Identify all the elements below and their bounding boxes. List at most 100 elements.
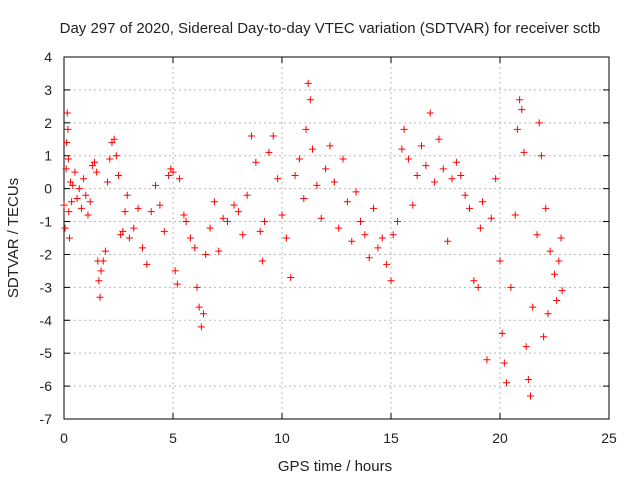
y-tick-label: 1 <box>44 148 52 164</box>
data-point-marker <box>91 158 99 166</box>
y-tick-label: -2 <box>40 246 53 262</box>
data-point-marker <box>224 218 231 226</box>
data-point-marker <box>326 142 334 150</box>
data-point-marker <box>93 168 101 176</box>
data-point-marker <box>261 218 269 226</box>
data-point-marker <box>65 208 73 216</box>
data-point-marker <box>234 208 242 216</box>
data-point-marker <box>498 329 506 337</box>
data-point-marker <box>269 132 277 140</box>
data-point-marker <box>400 125 408 133</box>
data-point-marker <box>95 277 103 285</box>
data-point-marker <box>80 175 88 183</box>
data-point-marker <box>448 175 456 183</box>
data-point-marker <box>230 201 238 209</box>
data-point-marker <box>282 234 290 242</box>
data-point-marker <box>409 201 417 209</box>
data-point-marker <box>435 135 443 143</box>
data-point-marker <box>557 234 565 242</box>
data-point-marker <box>252 158 260 166</box>
data-point-marker <box>63 109 71 117</box>
data-point-marker <box>304 79 312 87</box>
x-tick-label: 15 <box>383 430 399 446</box>
data-point-marker <box>422 162 430 170</box>
data-point-marker <box>258 257 266 265</box>
data-point-marker <box>115 171 122 179</box>
data-point-marker <box>476 224 484 232</box>
data-point-marker <box>452 158 460 166</box>
y-axis-label: SDTVAR / TECUs <box>5 178 22 298</box>
data-point-marker <box>182 218 190 226</box>
data-point-marker <box>295 155 303 163</box>
data-point-marker <box>121 208 129 216</box>
data-point-marker <box>524 376 532 384</box>
data-point-marker <box>77 204 85 212</box>
data-point-marker <box>542 204 550 212</box>
data-point-marker <box>516 96 524 104</box>
data-point-marker <box>84 211 92 219</box>
data-point-marker <box>169 168 177 176</box>
x-tick-label: 20 <box>492 430 508 446</box>
data-point-marker <box>426 109 434 117</box>
data-point-marker <box>62 165 70 173</box>
data-point-marker <box>361 231 369 239</box>
y-tick-label: -6 <box>40 378 53 394</box>
data-point-marker <box>99 257 107 265</box>
data-point-marker <box>239 231 247 239</box>
data-point-marker <box>546 247 554 255</box>
data-point-marker <box>287 273 295 281</box>
data-point-marker <box>461 191 469 199</box>
data-point-marker <box>404 155 412 163</box>
data-point-marker <box>106 155 114 163</box>
y-tick-label: 0 <box>44 181 52 197</box>
data-point-marker <box>64 125 72 133</box>
y-tick-label: 4 <box>44 49 52 65</box>
x-axis-label: GPS time / hours <box>278 458 392 475</box>
data-point-marker <box>348 237 356 245</box>
data-point-marker <box>68 198 76 206</box>
y-tick-label: -5 <box>40 345 53 361</box>
data-point-marker <box>60 201 68 209</box>
data-point-marker <box>195 303 203 311</box>
data-point-marker <box>483 356 491 364</box>
data-point-marker <box>470 277 478 285</box>
data-point-marker <box>65 234 73 242</box>
data-point-marker <box>431 178 439 186</box>
y-tick-label: 2 <box>44 115 52 131</box>
data-point-marker <box>529 303 537 311</box>
data-point-marker <box>193 283 201 291</box>
data-point-marker <box>518 106 526 114</box>
x-tick-labels: 0 5 10 15 20 25 <box>60 430 617 446</box>
data-point-marker <box>215 247 223 255</box>
data-point-marker <box>394 218 402 226</box>
data-point-marker <box>71 168 79 176</box>
data-point-marker <box>378 234 386 242</box>
data-point-marker <box>439 165 447 173</box>
data-point-marker <box>533 231 541 239</box>
data-point-marker <box>173 280 181 288</box>
data-point-marker <box>343 198 351 206</box>
data-point-marker <box>278 211 286 219</box>
y-tick-labels: 4 3 2 1 0 -1 -2 -3 -4 -5 -6 -7 <box>40 49 53 427</box>
data-point-marker <box>147 208 155 216</box>
data-point-marker <box>389 231 397 239</box>
data-point-marker <box>555 257 563 265</box>
data-point-marker <box>96 293 104 301</box>
data-point-marker <box>73 195 81 203</box>
data-point-marker <box>82 191 90 199</box>
data-point-marker <box>513 125 521 133</box>
data-point-marker <box>256 227 264 235</box>
data-point-marker <box>418 142 426 150</box>
data-point-marker <box>200 310 208 318</box>
data-point-marker <box>156 201 164 209</box>
data-point-marker <box>191 244 199 252</box>
data-point-marker <box>558 287 566 295</box>
data-point-marker <box>544 310 552 318</box>
data-point-marker <box>247 132 255 140</box>
data-point-marker <box>413 171 421 179</box>
data-point-marker <box>383 260 391 268</box>
y-tick-label: 3 <box>44 82 52 98</box>
data-points <box>60 79 566 400</box>
data-point-marker <box>202 250 210 258</box>
